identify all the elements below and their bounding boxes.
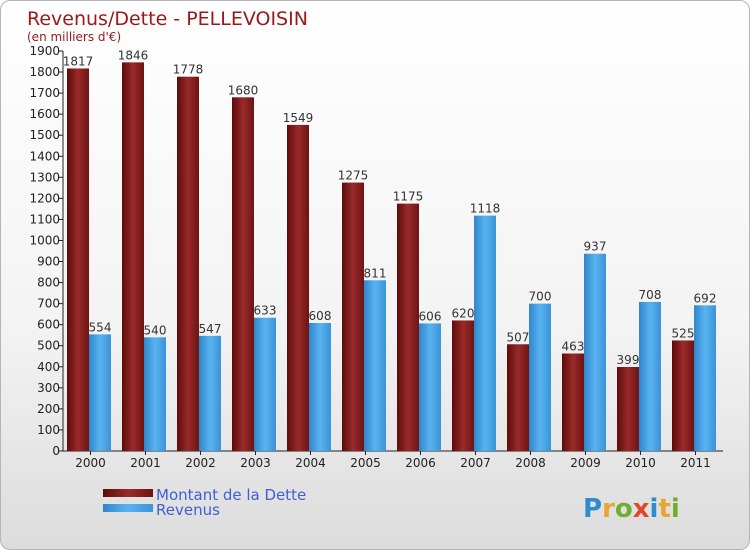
bar-revenus bbox=[199, 335, 221, 451]
y-tick-label: 1800 bbox=[29, 65, 60, 79]
chart-subtitle: (en milliers d'€) bbox=[27, 30, 121, 44]
y-tick-label: 300 bbox=[37, 381, 60, 395]
y-tick-label: 200 bbox=[37, 402, 60, 416]
bar-revenus bbox=[694, 305, 716, 451]
x-tick-label: 2007 bbox=[460, 456, 491, 470]
data-label: 608 bbox=[309, 309, 332, 323]
y-tick-label: 900 bbox=[37, 255, 60, 269]
legend-swatch-revenus bbox=[103, 504, 153, 512]
data-label: 525 bbox=[672, 326, 695, 340]
data-label: 1118 bbox=[470, 202, 501, 216]
data-labels-group: 1817 554 1846 540 1778 547 1680 633 1549 608 1275 8… bbox=[63, 48, 717, 367]
chart-title: Revenus/Dette - PELLEVOISIN bbox=[27, 8, 308, 30]
data-label: 1175 bbox=[393, 190, 424, 204]
data-label: 1680 bbox=[228, 83, 259, 97]
y-tick-label: 1000 bbox=[29, 233, 60, 247]
y-tick-label: 1700 bbox=[29, 86, 60, 100]
bar-revenus bbox=[144, 337, 166, 451]
y-tick-label: 1200 bbox=[29, 191, 60, 205]
x-tick-label: 2006 bbox=[405, 456, 436, 470]
bar-debt bbox=[672, 340, 694, 451]
bar-debt bbox=[287, 124, 309, 451]
x-tick-label: 2010 bbox=[625, 456, 656, 470]
data-label: 399 bbox=[617, 353, 640, 367]
bar-debt bbox=[397, 203, 419, 451]
data-label: 700 bbox=[529, 290, 552, 304]
y-tick-label: 700 bbox=[37, 297, 60, 311]
data-label: 1549 bbox=[283, 111, 314, 125]
bar-revenus bbox=[639, 301, 661, 451]
legend-swatch-debt bbox=[103, 489, 153, 497]
bar-revenus bbox=[89, 334, 111, 451]
legend: Montant de la Dette Revenus bbox=[103, 486, 306, 519]
y-tick-label: 1600 bbox=[29, 107, 60, 121]
data-label: 1778 bbox=[173, 63, 204, 77]
legend-label-revenus: Revenus bbox=[156, 501, 220, 519]
y-tick-label: 1100 bbox=[29, 212, 60, 226]
bar-revenus bbox=[309, 323, 331, 451]
bars-group bbox=[67, 62, 716, 452]
x-tick-label: 2011 bbox=[680, 456, 711, 470]
x-tick-label: 2005 bbox=[350, 456, 381, 470]
data-label: 547 bbox=[199, 322, 222, 336]
bar-debt bbox=[342, 182, 364, 451]
y-tick-label: 1500 bbox=[29, 128, 60, 142]
data-label: 540 bbox=[144, 323, 167, 337]
y-tick-label: 1400 bbox=[29, 149, 60, 163]
bar-debt bbox=[452, 320, 474, 451]
bar-revenus bbox=[529, 303, 551, 451]
data-label: 1817 bbox=[63, 54, 94, 68]
bar-revenus bbox=[254, 317, 276, 451]
bar-debt bbox=[507, 344, 529, 451]
x-tick-label: 2008 bbox=[515, 456, 546, 470]
x-tick-label: 2004 bbox=[295, 456, 326, 470]
data-label: 1275 bbox=[338, 169, 369, 183]
y-tick-label: 1300 bbox=[29, 170, 60, 184]
data-label: 633 bbox=[254, 304, 277, 318]
x-tick-label: 2009 bbox=[570, 456, 601, 470]
legend-label-debt: Montant de la Dette bbox=[156, 486, 306, 504]
x-tick-label: 2003 bbox=[240, 456, 271, 470]
bar-revenus bbox=[584, 253, 606, 451]
x-axis: 2000 2001 2002 2003 2004 2005 2006 2007 2008 2009… bbox=[63, 450, 723, 470]
data-label: 507 bbox=[507, 330, 530, 344]
x-tick-label: 2000 bbox=[75, 456, 106, 470]
y-tick-label: 100 bbox=[37, 423, 60, 437]
data-label: 692 bbox=[694, 291, 717, 305]
proxiti-logo: Proxiti bbox=[583, 494, 680, 524]
y-tick-label: 400 bbox=[37, 360, 60, 374]
bar-revenus bbox=[474, 215, 496, 451]
bar-debt bbox=[67, 68, 89, 451]
data-label: 937 bbox=[584, 240, 607, 254]
data-label: 708 bbox=[639, 288, 662, 302]
x-tick-label: 2002 bbox=[185, 456, 216, 470]
bar-revenus bbox=[419, 323, 441, 451]
data-label: 811 bbox=[364, 266, 387, 280]
y-tick-label: 0 bbox=[52, 444, 60, 458]
y-tick-label: 600 bbox=[37, 318, 60, 332]
bar-debt bbox=[177, 76, 199, 452]
bar-debt bbox=[617, 367, 639, 451]
data-label: 554 bbox=[89, 320, 112, 334]
y-axis: 0 100 200 300 400 500 600 700 800 900 1000 1100 1200… bbox=[29, 44, 64, 458]
x-tick-label: 2001 bbox=[130, 456, 161, 470]
data-label: 1846 bbox=[118, 48, 149, 62]
bar-debt bbox=[232, 97, 254, 451]
data-label: 620 bbox=[452, 306, 475, 320]
data-label: 463 bbox=[562, 340, 585, 354]
bar-debt bbox=[562, 353, 584, 451]
y-tick-label: 800 bbox=[37, 276, 60, 290]
y-tick-label: 1900 bbox=[29, 44, 60, 58]
bar-revenus bbox=[364, 280, 386, 451]
y-tick-label: 500 bbox=[37, 339, 60, 353]
data-label: 606 bbox=[419, 309, 442, 323]
bar-debt bbox=[122, 62, 144, 452]
